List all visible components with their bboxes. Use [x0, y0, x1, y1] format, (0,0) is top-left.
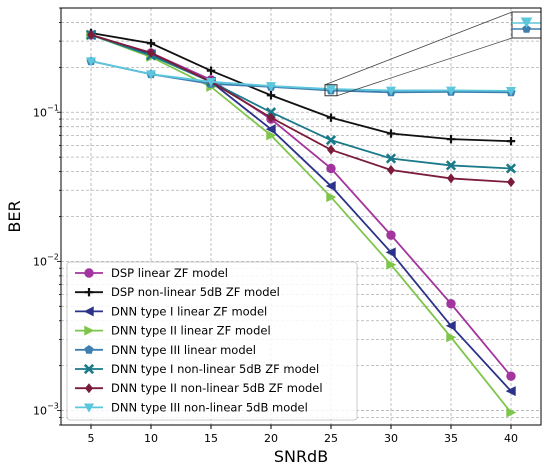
- data-point: [386, 259, 397, 270]
- inset-connector: [324, 11, 513, 86]
- legend-item: DSP non-linear 5dB ZF model: [75, 285, 280, 299]
- data-point: [386, 165, 396, 176]
- legend-label: DNN type III linear model: [111, 343, 256, 357]
- legend-marker: [83, 363, 95, 375]
- data-point: [506, 371, 516, 381]
- x-tick-label: 35: [444, 432, 458, 445]
- x-tick-label: 30: [384, 432, 398, 445]
- data-point: [325, 181, 336, 192]
- data-point: [445, 86, 457, 96]
- y-axis-title: BER: [5, 200, 24, 232]
- legend-box: [66, 261, 358, 421]
- data-point: [506, 177, 516, 188]
- data-point: [385, 153, 397, 164]
- series-line: [90, 34, 512, 170]
- y-tick-label: 10−2: [33, 252, 59, 268]
- data-point: [446, 173, 456, 184]
- series-line: [90, 60, 512, 92]
- legend-item: DNN type III linear model: [75, 343, 256, 357]
- legend-label: DNN type I non-linear 5dB ZF model: [111, 362, 319, 376]
- data-point: [505, 163, 517, 174]
- data-point: [85, 57, 97, 67]
- data-point: [266, 91, 276, 100]
- legend-item: DNN type I non-linear 5dB ZF model: [75, 362, 319, 376]
- inset-data-point: [522, 24, 531, 33]
- data-point: [325, 135, 337, 146]
- legend-item: DNN type I linear ZF model: [75, 304, 267, 318]
- x-axis-title: SNRdB: [274, 447, 328, 466]
- data-point: [266, 130, 277, 141]
- legend-marker: [84, 383, 94, 394]
- legend-label: DNN type II linear ZF model: [111, 324, 271, 338]
- inset-connector: [336, 37, 513, 97]
- data-point: [146, 47, 156, 58]
- data-point: [145, 70, 157, 80]
- legend-item: DSP linear ZF model: [75, 266, 228, 280]
- data-point: [505, 87, 517, 97]
- x-tick-label: 15: [204, 432, 218, 445]
- data-point: [86, 29, 96, 40]
- data-point: [265, 124, 276, 135]
- series-layer: [85, 28, 517, 418]
- data-point: [265, 82, 277, 92]
- data-point: [505, 386, 516, 397]
- data-point: [326, 144, 336, 155]
- legend-label: DNN type III non-linear 5dB model: [111, 400, 308, 414]
- x-tick-label: 5: [88, 432, 95, 445]
- data-point: [446, 332, 457, 343]
- data-point: [446, 134, 456, 144]
- data-point: [206, 66, 216, 75]
- data-point: [326, 113, 336, 122]
- series-line: [90, 34, 512, 184]
- legend-item: DNN type II linear ZF model: [75, 324, 271, 338]
- data-point: [506, 136, 516, 146]
- legend-marker: [84, 344, 94, 354]
- series-2: [86, 28, 516, 146]
- legend-marker: [83, 306, 94, 317]
- axes: 5 10 15 20 25 30 35 40 10−1 10−2 10−3: [33, 7, 518, 445]
- legend-marker: [84, 268, 94, 278]
- data-point: [146, 39, 156, 48]
- data-point: [386, 129, 396, 138]
- data-point: [445, 160, 457, 171]
- x-tick-label: 40: [504, 432, 518, 445]
- legend: DSP linear ZF model DSP non-linear 5dB ZF…: [66, 261, 358, 421]
- x-tick-label: 25: [324, 432, 338, 445]
- legend-marker: [84, 325, 95, 336]
- legend-marker: [83, 403, 95, 413]
- data-point: [326, 163, 336, 174]
- data-point: [506, 407, 517, 418]
- legend-label: DSP non-linear 5dB ZF model: [111, 285, 280, 299]
- series-line: [90, 34, 512, 392]
- legend-item: DNN type III non-linear 5dB model: [75, 400, 308, 414]
- data-point: [326, 192, 337, 203]
- data-point: [205, 77, 217, 88]
- legend-item: DNN type II non-linear 5dB ZF model: [75, 381, 323, 395]
- x-tick-label: 10: [144, 432, 158, 445]
- data-point: [386, 230, 396, 240]
- legend-label: DNN type I linear ZF model: [111, 304, 267, 318]
- series-line: [90, 32, 512, 143]
- legend-marker: [84, 288, 94, 297]
- series-line: [90, 34, 512, 414]
- inset-source-box: [324, 84, 338, 97]
- y-tick-label: 10−3: [33, 402, 59, 418]
- data-point: [446, 299, 456, 309]
- legend-label: DNN type II non-linear 5dB ZF model: [111, 381, 323, 395]
- data-point: [385, 86, 397, 96]
- y-tick-label: 10−1: [33, 103, 59, 119]
- series-8: [85, 57, 517, 97]
- inset-data-point: [520, 17, 533, 29]
- legend-label: DSP linear ZF model: [111, 266, 228, 280]
- data-point: [266, 112, 276, 123]
- data-point: [385, 247, 396, 258]
- data-point: [445, 320, 456, 331]
- x-tick-label: 20: [264, 432, 278, 445]
- data-point: [325, 85, 337, 95]
